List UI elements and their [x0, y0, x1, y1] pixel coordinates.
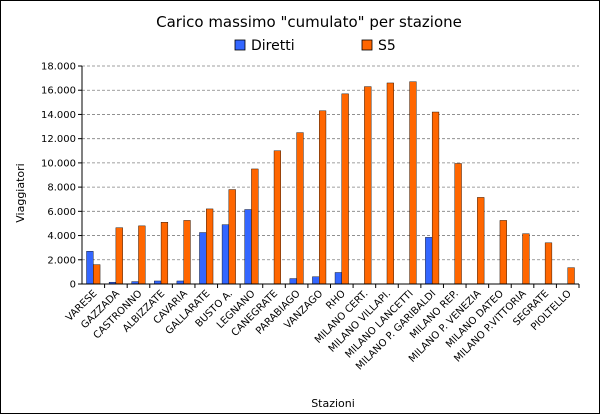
bar-diretti	[312, 276, 320, 285]
chart-title: Carico massimo "cumulato" per stazione	[156, 13, 462, 31]
y-tick-label: 2.000	[47, 255, 76, 266]
bar-diretti	[86, 251, 94, 285]
y-tick-label: 14.000	[41, 110, 76, 121]
bar-s5	[228, 189, 236, 285]
y-tick-label: 8.000	[47, 183, 76, 194]
axes	[81, 66, 579, 285]
y-axis-title: Viaggiatori	[14, 163, 27, 222]
bar-s5	[296, 132, 304, 285]
bars	[86, 81, 580, 288]
bar-s5	[206, 208, 214, 285]
bar-diretti	[289, 278, 297, 285]
bar-s5	[431, 111, 440, 285]
bar-s5	[251, 168, 259, 285]
y-tick-label: 4.000	[47, 231, 76, 242]
y-tick-label: 10.000	[41, 158, 76, 169]
bar-diretti	[244, 209, 252, 285]
legend: Diretti S5	[234, 38, 396, 54]
x-axis-title: Stazioni	[311, 397, 355, 410]
y-tick-label: 6.000	[47, 207, 76, 218]
bar-diretti	[199, 232, 207, 285]
legend-swatch-s5	[361, 39, 373, 51]
bar-diretti	[221, 224, 230, 285]
y-tick-label: 12.000	[41, 134, 76, 145]
x-tick-labels: VARESEGAZZADACASTRONNOALBIZZATECAVARIAGA…	[64, 288, 574, 372]
bar-s5	[93, 264, 101, 285]
bar-s5	[160, 222, 169, 285]
bar-s5	[477, 197, 485, 285]
y-tick-label: 18.000	[41, 62, 76, 73]
bar-s5	[115, 227, 123, 285]
bar-diretti	[425, 237, 433, 285]
y-tick-label: 0	[70, 280, 76, 291]
bar-diretti	[334, 272, 342, 285]
bar-s5	[454, 163, 462, 285]
bar-s5	[386, 82, 394, 285]
bar-s5	[364, 86, 372, 285]
bar-s5	[544, 242, 553, 285]
bar-s5	[183, 220, 191, 285]
bar-s5	[319, 110, 327, 285]
bar-s5	[499, 220, 507, 285]
y-tick-label: 16.000	[41, 86, 76, 97]
bar-s5	[522, 233, 530, 285]
y-tick-labels: 0 2.000 4.000 6.000 8.000 10.000 12.000 14.000 1…	[41, 62, 82, 291]
bar-s5	[409, 81, 417, 285]
bar-s5	[138, 225, 146, 285]
bar-s5	[341, 93, 349, 285]
legend-label-diretti: Diretti	[251, 38, 295, 54]
bar-s5	[273, 150, 282, 285]
bar-s5	[567, 267, 575, 285]
legend-swatch-diretti	[234, 39, 246, 51]
legend-label-s5: S5	[378, 38, 396, 54]
